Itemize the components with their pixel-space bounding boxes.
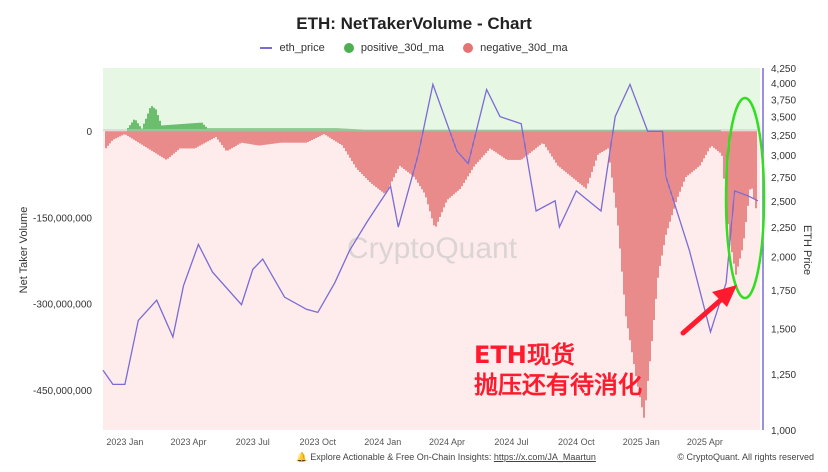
right-tick-label: 3,000 — [771, 151, 796, 162]
right-tick-label: 4,250 — [771, 64, 796, 75]
legend: eth_price positive_30d_ma negative_30d_m… — [0, 42, 828, 54]
left-tick-label: -450,000,000 — [33, 386, 92, 397]
x-tick-label: 2024 Oct — [558, 437, 595, 447]
x-tick-label: 2023 Apr — [170, 437, 206, 447]
watermark: CryptoQuant — [347, 232, 518, 265]
x-tick-label: 2023 Jul — [236, 437, 270, 447]
right-axis-label: ETH Price — [801, 225, 813, 275]
right-tick-label: 1,000 — [771, 426, 796, 437]
right-tick-label: 3,250 — [771, 131, 796, 142]
legend-item-eth-price[interactable]: eth_price — [260, 42, 325, 54]
x-tick-label: 2023 Oct — [299, 437, 336, 447]
plot-bg-positive — [103, 68, 760, 130]
highlight-ellipse — [724, 96, 766, 300]
legend-item-positive[interactable]: positive_30d_ma — [343, 42, 445, 54]
x-tick-label: 2025 Apr — [687, 437, 723, 447]
x-tick-label: 2024 Jan — [364, 437, 401, 447]
left-tick-label: 0 — [86, 127, 92, 138]
right-tick-label: 2,500 — [771, 197, 796, 208]
right-tick-label: 1,750 — [771, 286, 796, 297]
right-tick-label: 3,500 — [771, 113, 796, 124]
right-tick-label: 4,000 — [771, 79, 796, 90]
eth-price-line — [102, 82, 759, 386]
right-tick-label: 2,250 — [771, 223, 796, 234]
right-tick-label: 1,250 — [771, 370, 796, 381]
footer-prefix: Explore Actionable & Free On-Chain Insig… — [310, 452, 494, 462]
annotation-text: ETH现货 抛压还有待消化 — [474, 340, 642, 400]
chart-title: ETH: NetTakerVolume - Chart — [296, 14, 532, 33]
left-axis-label: Net Taker Volume — [18, 207, 30, 294]
line-swatch-icon — [260, 47, 273, 50]
annotation-arrow — [680, 285, 737, 336]
right-axis-ticks: 4,250 4,000 3,750 3,500 3,250 3,000 2,750 2,500… — [771, 64, 796, 437]
right-tick-label: 2,750 — [771, 173, 796, 184]
x-tick-label: 2024 Jul — [494, 437, 528, 447]
footer-copyright: © CryptoQuant. All rights reserved — [677, 452, 814, 462]
left-tick-label: -300,000,000 — [33, 300, 92, 311]
legend-label-eth-price: eth_price — [279, 42, 325, 54]
bell-icon: 🔔 — [296, 452, 308, 462]
left-axis-ticks: 0 -150,000,000 -300,000,000 -450,000,000 — [33, 127, 92, 397]
price-series — [102, 82, 759, 386]
x-tick-label: 2023 Jan — [106, 437, 143, 447]
dot-swatch-icon — [463, 43, 474, 54]
right-tick-label: 1,500 — [771, 325, 796, 336]
right-tick-label: 2,000 — [771, 253, 796, 264]
dot-swatch-icon — [343, 43, 354, 54]
legend-item-negative[interactable]: negative_30d_ma — [463, 42, 568, 54]
x-tick-label: 2025 Jan — [623, 437, 660, 447]
legend-label-positive: positive_30d_ma — [360, 42, 445, 54]
annotation-line-1: ETH现货 — [474, 341, 575, 369]
footer-link[interactable]: https://x.com/JA_Maartun — [493, 452, 596, 462]
legend-label-negative: negative_30d_ma — [480, 42, 568, 54]
footer-insights: 🔔 Explore Actionable & Free On-Chain Insi… — [296, 452, 596, 463]
x-tick-label: 2024 Apr — [429, 437, 465, 447]
x-axis-ticks: 2023 Jan 2023 Apr 2023 Jul 2023 Oct 2024 Jan… — [106, 437, 723, 447]
left-tick-label: -150,000,000 — [33, 213, 92, 224]
annotation-line-2: 抛压还有待消化 — [474, 371, 642, 399]
right-tick-label: 3,750 — [771, 95, 796, 106]
